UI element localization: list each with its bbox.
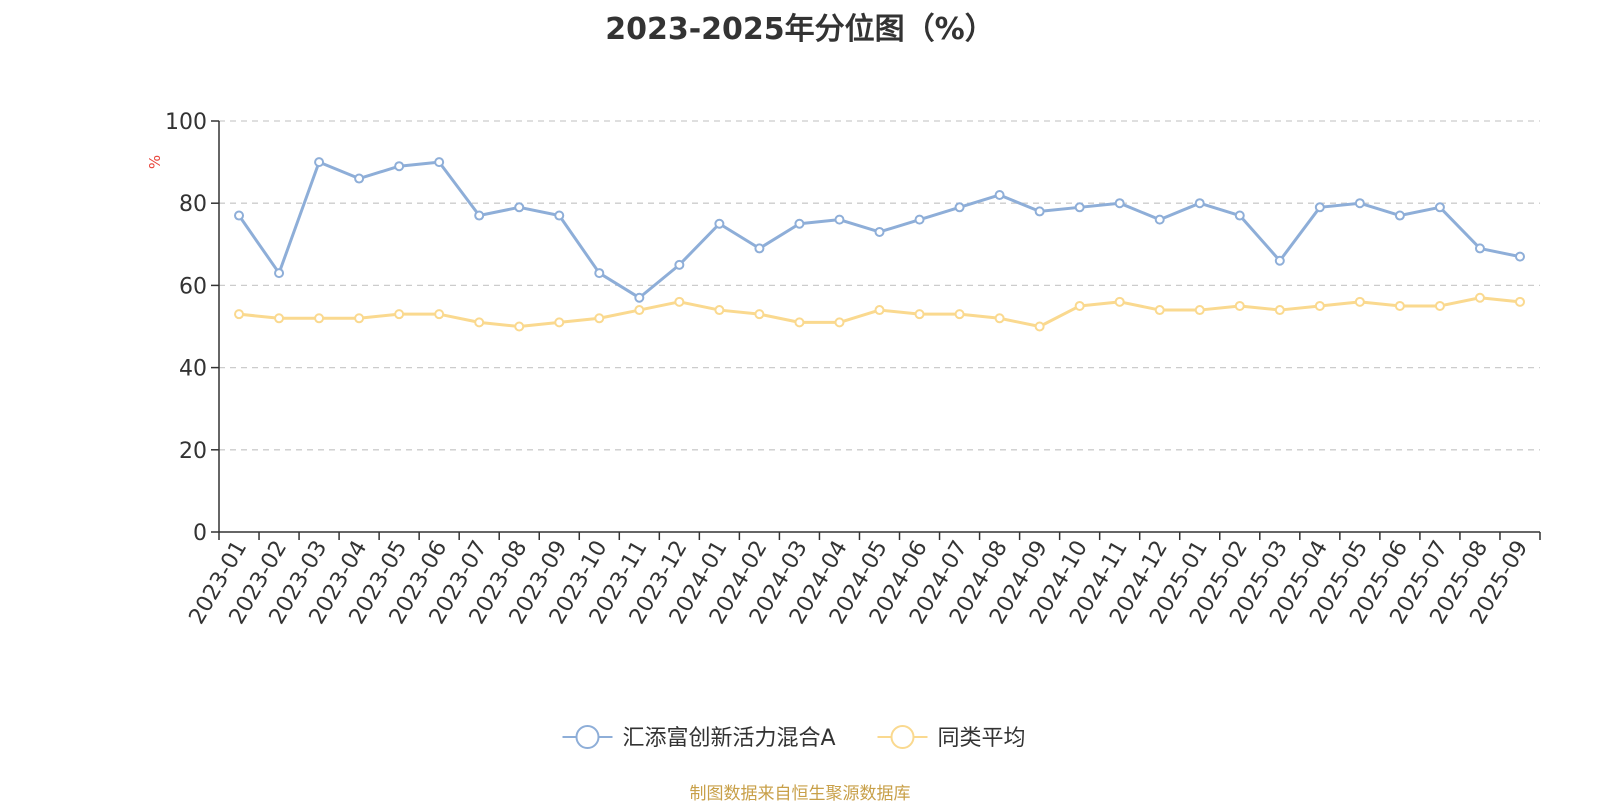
legend-marker: [575, 725, 600, 749]
data-point: [354, 313, 365, 324]
data-point: [594, 313, 605, 324]
data-point: [274, 268, 285, 279]
data-point: [594, 268, 605, 279]
data-point: [754, 243, 765, 254]
y-tick-label: 0: [193, 521, 207, 546]
data-point: [234, 210, 245, 221]
data-point: [514, 321, 525, 332]
chart-title: 2023-2025年分位图（%）: [605, 12, 995, 47]
data-point: [554, 210, 565, 221]
data-point: [674, 296, 685, 307]
data-point: [1114, 198, 1125, 209]
data-point: [394, 309, 405, 320]
legend-marker: [890, 725, 915, 749]
data-point: [1514, 296, 1525, 307]
data-point: [1354, 198, 1365, 209]
legend-item-1[interactable]: 同类平均: [877, 725, 1026, 751]
data-point: [474, 317, 485, 328]
y-tick-label: 40: [179, 357, 207, 382]
data-point: [354, 173, 365, 184]
data-point: [874, 305, 885, 316]
data-point: [274, 313, 285, 324]
data-point: [1354, 296, 1365, 307]
data-point: [794, 218, 805, 229]
data-point: [1274, 305, 1285, 316]
data-point: [674, 259, 685, 270]
data-point: [1194, 305, 1205, 316]
data-point: [954, 202, 965, 213]
data-point: [514, 202, 525, 213]
data-point: [1474, 292, 1485, 303]
data-point: [394, 161, 405, 172]
data-point: [1394, 210, 1405, 221]
data-point: [954, 309, 965, 320]
data-point: [474, 210, 485, 221]
data-point: [434, 157, 445, 168]
data-point: [1314, 300, 1325, 311]
data-point: [1034, 321, 1045, 332]
data-point: [914, 309, 925, 320]
data-point: [1114, 296, 1125, 307]
data-point: [314, 313, 325, 324]
data-point: [1434, 300, 1445, 311]
gridlines: [219, 120, 1540, 451]
data-point: [1234, 210, 1245, 221]
data-point: [1154, 214, 1165, 225]
axes: 020406080100%2023-012023-022023-032023-0…: [146, 110, 1541, 629]
data-point: [1074, 300, 1085, 311]
data-point: [794, 317, 805, 328]
y-axis-label: %: [146, 155, 164, 169]
data-point: [1194, 198, 1205, 209]
data-point: [1154, 305, 1165, 316]
y-tick-label: 80: [179, 192, 207, 217]
data-point: [1234, 300, 1245, 311]
data-point: [754, 309, 765, 320]
data-point: [1474, 243, 1485, 254]
y-tick-label: 100: [165, 110, 207, 135]
y-tick-label: 60: [179, 274, 207, 299]
data-point: [834, 214, 845, 225]
data-point: [714, 218, 725, 229]
data-point: [994, 189, 1005, 200]
legend-label: 同类平均: [938, 726, 1026, 751]
data-point: [834, 317, 845, 328]
legend-label: 汇添富创新活力混合A: [623, 726, 836, 751]
legend[interactable]: 汇添富创新活力混合A 同类平均: [562, 725, 1026, 751]
source-note: 制图数据来自恒生聚源数据库: [689, 784, 911, 804]
data-point: [1434, 202, 1445, 213]
data-point: [1034, 206, 1045, 217]
data-point: [1514, 251, 1525, 262]
data-point: [634, 292, 645, 303]
data-point: [434, 309, 445, 320]
data-point: [714, 305, 725, 316]
data-point: [1394, 300, 1405, 311]
data-point: [634, 305, 645, 316]
data-point: [874, 226, 885, 237]
data-point: [914, 214, 925, 225]
data-point: [994, 313, 1005, 324]
data-point: [314, 157, 325, 168]
legend-item-0[interactable]: 汇添富创新活力混合A: [562, 725, 836, 751]
data-point: [1274, 255, 1285, 266]
data-point: [554, 317, 565, 328]
series-lines: [234, 157, 1525, 332]
data-point: [1314, 202, 1325, 213]
data-point: [234, 309, 245, 320]
y-tick-label: 20: [179, 439, 207, 464]
data-point: [1074, 202, 1085, 213]
